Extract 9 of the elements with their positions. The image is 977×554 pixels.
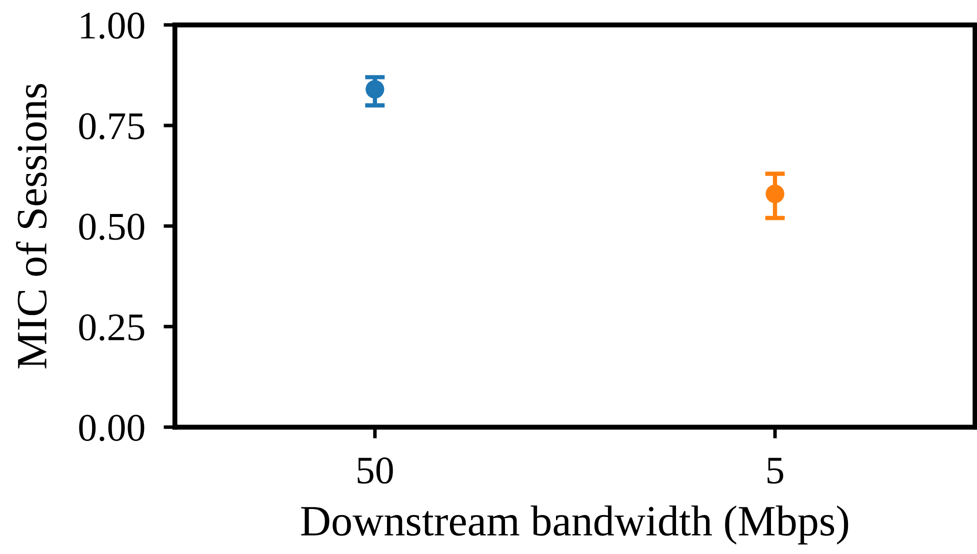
y-tick-label: 1.00 <box>81 12 144 39</box>
y-tick-label: 0.75 <box>79 113 144 140</box>
y-tick-label: 0.25 <box>79 314 144 341</box>
y-axis-title: MIC of Sessions <box>16 84 47 368</box>
x-axis-title: Downstream bandwidth (Mbps) <box>301 505 848 545</box>
y-tick-label: 0.50 <box>79 214 144 240</box>
x-tick-label: 50 <box>358 457 393 484</box>
y-tick-label: 0.00 <box>79 414 144 442</box>
x-tick-label: 5 <box>768 458 784 484</box>
